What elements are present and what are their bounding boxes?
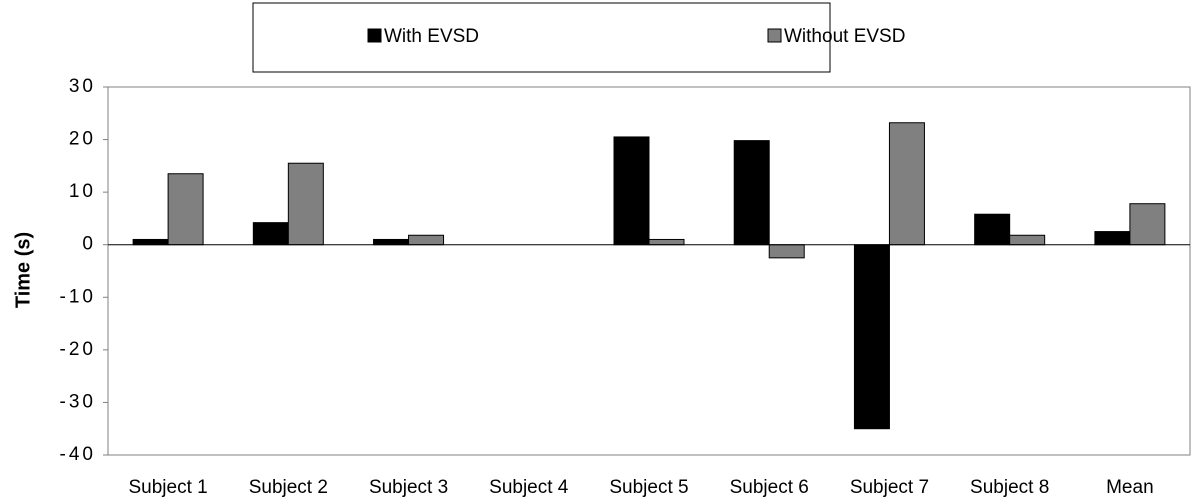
bar bbox=[1009, 234, 1046, 246]
plot-area bbox=[107, 86, 1191, 456]
bar bbox=[408, 234, 445, 246]
x-tick-label: Subject 3 bbox=[369, 477, 448, 498]
legend-swatch bbox=[767, 28, 782, 43]
bar bbox=[287, 162, 324, 246]
y-axis-label: Time (s) bbox=[12, 232, 34, 308]
bar bbox=[974, 213, 1011, 246]
y-tick-label: 20 bbox=[69, 129, 96, 150]
bar bbox=[648, 238, 685, 246]
y-tick-label: 30 bbox=[69, 76, 96, 97]
bar bbox=[853, 244, 890, 430]
bar bbox=[1094, 231, 1131, 246]
bar bbox=[733, 140, 770, 246]
bar bbox=[768, 244, 805, 259]
legend-box bbox=[252, 2, 831, 73]
bar bbox=[1129, 203, 1166, 246]
bar bbox=[888, 122, 925, 246]
x-tick-label: Subject 5 bbox=[609, 477, 688, 498]
bar bbox=[252, 222, 289, 246]
y-tick-label: 10 bbox=[69, 181, 96, 202]
bar bbox=[613, 136, 650, 246]
y-tick-label: 0 bbox=[82, 234, 96, 255]
y-tick-label: -40 bbox=[60, 444, 96, 465]
bar bbox=[167, 173, 204, 246]
legend-label: With EVSD bbox=[384, 26, 479, 47]
x-tick-label: Mean bbox=[1106, 477, 1154, 498]
y-tick-label: -30 bbox=[60, 391, 96, 412]
legend-swatch bbox=[367, 28, 382, 43]
y-tick-label: -20 bbox=[60, 339, 96, 360]
x-tick-label: Subject 8 bbox=[970, 477, 1049, 498]
legend-label: Without EVSD bbox=[784, 26, 905, 47]
bar bbox=[132, 238, 169, 246]
x-tick-label: Subject 2 bbox=[249, 477, 328, 498]
bar bbox=[373, 238, 410, 246]
x-tick-label: Subject 6 bbox=[730, 477, 809, 498]
x-tick-label: Subject 1 bbox=[128, 477, 207, 498]
x-tick-label: Subject 4 bbox=[489, 477, 569, 498]
x-tick-label: Subject 7 bbox=[850, 477, 929, 498]
y-tick-label: -10 bbox=[60, 286, 96, 307]
